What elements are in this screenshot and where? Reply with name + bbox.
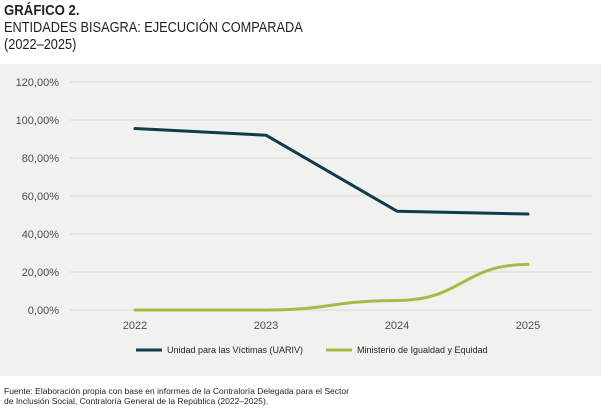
x-tick-label: 2023	[254, 320, 278, 332]
series-lines	[133, 127, 530, 312]
y-tick-label: 60,00%	[22, 191, 60, 203]
y-axis-ticks: 0,00% 20,00% 40,00% 60,00% 80,00% 100,00% 120,…	[16, 77, 60, 317]
series-line-2	[133, 262, 530, 312]
chart-header: GRÁFICO 2. ENTIDADES BISAGRA: EJECUCIÓN …	[4, 2, 594, 53]
y-tick-label: 80,00%	[22, 153, 60, 165]
source-note: Fuente: Elaboración propia con base en i…	[4, 386, 599, 406]
x-tick-label: 2022	[123, 320, 147, 332]
source-line-1: Fuente: Elaboración propia con base en i…	[4, 386, 349, 396]
legend: Unidad para las Víctimas (UARIV) Minister…	[136, 345, 488, 355]
chart-panel	[0, 64, 601, 376]
gridlines	[70, 81, 592, 311]
figure-title: ENTIDADES BISAGRA: EJECUCIÓN COMPARADA	[4, 19, 303, 36]
source-line-2: de Inclusión Social, Contraloría General…	[4, 396, 269, 406]
y-tick-label: 0,00%	[28, 305, 59, 317]
x-tick-label: 2024	[385, 320, 409, 332]
legend-label-2: Ministerio de Igualdad y Equidad	[357, 345, 488, 355]
x-axis-ticks: 2022 2023 2024 2025	[123, 320, 540, 332]
x-tick-label: 2025	[516, 320, 540, 332]
figure-number: GRÁFICO 2.	[4, 2, 80, 19]
y-tick-label: 100,00%	[16, 115, 60, 127]
y-tick-label: 20,00%	[22, 267, 60, 279]
series-line-1	[133, 127, 530, 216]
figure-period: (2022–2025)	[4, 36, 77, 53]
y-tick-label: 120,00%	[16, 77, 60, 89]
line-chart: 0,00% 20,00% 40,00% 60,00% 80,00% 100,00% 120,…	[16, 77, 592, 355]
y-tick-label: 40,00%	[22, 229, 60, 241]
legend-label-1: Unidad para las Víctimas (UARIV)	[167, 345, 303, 355]
